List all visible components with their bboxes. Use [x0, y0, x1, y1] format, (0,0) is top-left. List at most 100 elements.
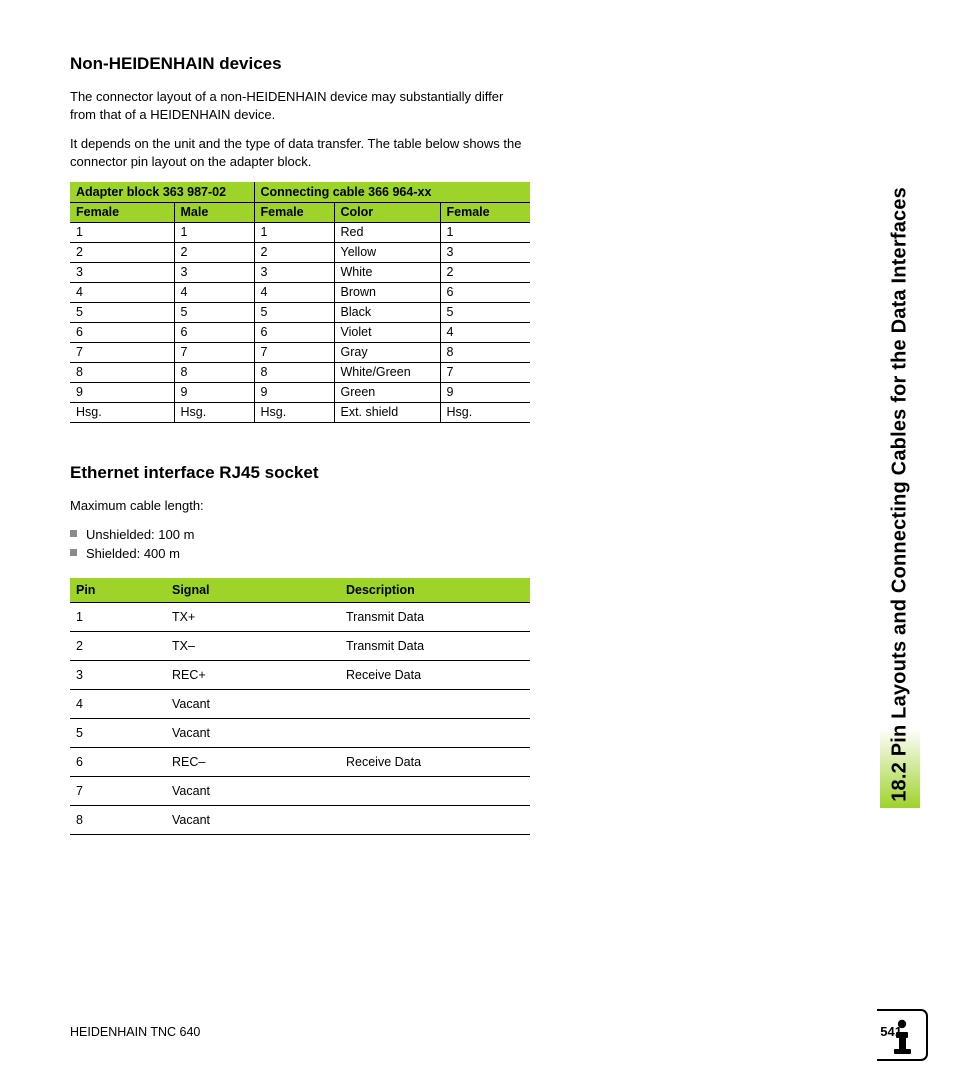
table-cell: 1: [70, 602, 166, 631]
table-cell: Transmit Data: [340, 631, 530, 660]
table-row: 444Brown6: [70, 283, 530, 303]
table-cell: 7: [440, 363, 530, 383]
table-cell: 3: [70, 660, 166, 689]
table-cell: 1: [440, 223, 530, 243]
table-cell: 7: [254, 343, 334, 363]
table-cell: 5: [254, 303, 334, 323]
table-row: 222Yellow3: [70, 243, 530, 263]
table-row: 6REC–Receive Data: [70, 747, 530, 776]
table-cell: [340, 718, 530, 747]
table-cell: Ext. shield: [334, 403, 440, 423]
table-cell: Yellow: [334, 243, 440, 263]
table-cell: Black: [334, 303, 440, 323]
table-row: 555Black5: [70, 303, 530, 323]
col-header: Female: [254, 203, 334, 223]
table-cell: 3: [440, 243, 530, 263]
table-cell: Hsg.: [440, 403, 530, 423]
table-row: 5Vacant: [70, 718, 530, 747]
info-icon: [874, 1007, 930, 1063]
table-cell: Vacant: [166, 805, 340, 834]
table-row: 3REC+Receive Data: [70, 660, 530, 689]
table-cell: 8: [70, 363, 174, 383]
table-cell: [340, 776, 530, 805]
table-row: 333White2: [70, 263, 530, 283]
table-cell: 7: [70, 776, 166, 805]
col-header: Color: [334, 203, 440, 223]
table-cell: REC+: [166, 660, 340, 689]
table-row: 888White/Green7: [70, 363, 530, 383]
table-cell: Receive Data: [340, 660, 530, 689]
table-cell: 4: [254, 283, 334, 303]
section2-title: Ethernet interface RJ45 socket: [70, 463, 580, 483]
table-cell: White: [334, 263, 440, 283]
table-cell: 8: [440, 343, 530, 363]
table-cell: 3: [254, 263, 334, 283]
table-cell: 7: [174, 343, 254, 363]
table-cell: Gray: [334, 343, 440, 363]
table-cell: 7: [70, 343, 174, 363]
table-cell: TX+: [166, 602, 340, 631]
table-cell: Hsg.: [174, 403, 254, 423]
group-header: Adapter block 363 987-02: [70, 182, 254, 203]
table-cell: 6: [70, 747, 166, 776]
table-cell: 2: [174, 243, 254, 263]
table-cell: Vacant: [166, 689, 340, 718]
footer-doc: HEIDENHAIN TNC 640: [70, 1025, 200, 1039]
list-item: Shielded: 400 m: [70, 544, 580, 564]
table-row: 4Vacant: [70, 689, 530, 718]
bullet-list: Unshielded: 100 m Shielded: 400 m: [70, 525, 580, 564]
table-cell: 4: [70, 689, 166, 718]
table-group-row: Adapter block 363 987-02 Connecting cabl…: [70, 182, 530, 203]
table-cell: 8: [254, 363, 334, 383]
page-footer: HEIDENHAIN TNC 640 541: [70, 1024, 920, 1039]
table-cell: 6: [70, 323, 174, 343]
table-cell: TX–: [166, 631, 340, 660]
side-tab: 18.2 Pin Layouts and Connecting Cables f…: [880, 48, 920, 808]
table-cell: 5: [174, 303, 254, 323]
col-header: Male: [174, 203, 254, 223]
table-cell: 1: [174, 223, 254, 243]
table-row: 1TX+Transmit Data: [70, 602, 530, 631]
section1-para2: It depends on the unit and the type of d…: [70, 135, 570, 170]
table-cell: [340, 689, 530, 718]
table-row: 8Vacant: [70, 805, 530, 834]
col-header: Pin: [70, 578, 166, 603]
table-row: 999Green9: [70, 383, 530, 403]
table-cell: 3: [174, 263, 254, 283]
table-cell: 9: [70, 383, 174, 403]
table-cell: 8: [70, 805, 166, 834]
side-tab-text: 18.2 Pin Layouts and Connecting Cables f…: [889, 187, 912, 802]
table-cell: White/Green: [334, 363, 440, 383]
rj45-table: Pin Signal Description 1TX+Transmit Data…: [70, 578, 530, 835]
col-header: Signal: [166, 578, 340, 603]
table-cell: [340, 805, 530, 834]
table-cell: 5: [440, 303, 530, 323]
table-cell: Hsg.: [254, 403, 334, 423]
table-cell: Brown: [334, 283, 440, 303]
table-cell: Receive Data: [340, 747, 530, 776]
table-cell: 9: [440, 383, 530, 403]
table-row: 2TX–Transmit Data: [70, 631, 530, 660]
table-cell: Vacant: [166, 718, 340, 747]
table-header-row: Pin Signal Description: [70, 578, 530, 603]
col-header: Female: [440, 203, 530, 223]
table-cell: Vacant: [166, 776, 340, 805]
list-item: Unshielded: 100 m: [70, 525, 580, 545]
table-cell: 4: [70, 283, 174, 303]
col-header: Female: [70, 203, 174, 223]
main-content: Non-HEIDENHAIN devices The connector lay…: [70, 54, 580, 835]
table-cell: 5: [70, 303, 174, 323]
table-row: 666Violet4: [70, 323, 530, 343]
table-cell: 6: [254, 323, 334, 343]
table-row: Hsg.Hsg.Hsg.Ext. shieldHsg.: [70, 403, 530, 423]
table-header-row: Female Male Female Color Female: [70, 203, 530, 223]
table-cell: REC–: [166, 747, 340, 776]
table-cell: 2: [70, 243, 174, 263]
group-header: Connecting cable 366 964-xx: [254, 182, 530, 203]
table-cell: 2: [254, 243, 334, 263]
table-cell: 9: [254, 383, 334, 403]
table-cell: 1: [70, 223, 174, 243]
section1-title: Non-HEIDENHAIN devices: [70, 54, 580, 74]
table-cell: 2: [70, 631, 166, 660]
table-cell: Green: [334, 383, 440, 403]
